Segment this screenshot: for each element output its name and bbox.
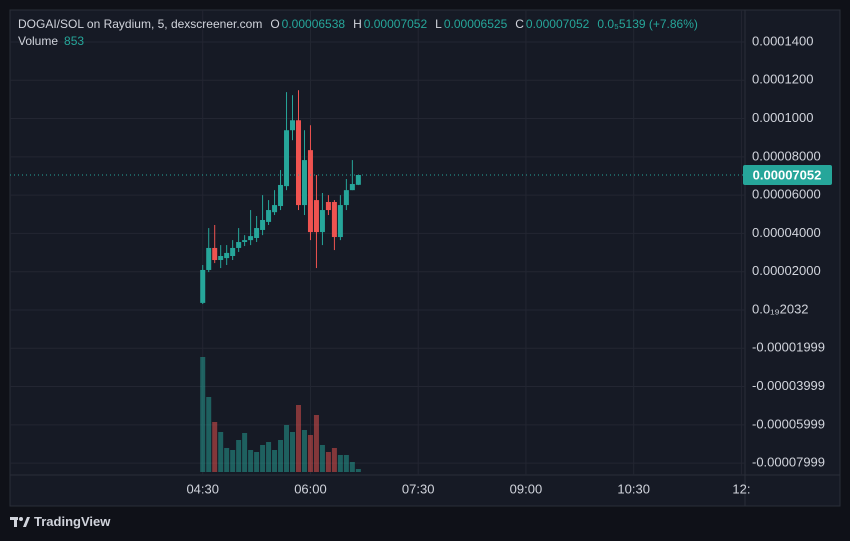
symbol-title: DOGAI/SOL on Raydium, 5, dexscreener.com — [18, 17, 263, 31]
candle-body — [266, 210, 272, 222]
candle-body — [260, 220, 266, 230]
candle-body — [349, 184, 355, 191]
ohlc-value: 0.00007052 — [363, 17, 428, 31]
x-tick-label: 12: — [732, 481, 750, 496]
candle-body — [284, 130, 290, 187]
candle-body — [212, 247, 218, 261]
volume-bar — [236, 439, 242, 472]
ohlc-value: 0.00006525 — [443, 17, 508, 31]
candle-body — [331, 202, 337, 238]
volume-bar — [206, 397, 212, 472]
volume-bar — [295, 404, 301, 472]
legend-row: DOGAI/SOL on Raydium, 5, dexscreener.com… — [18, 16, 706, 33]
ohlc-key: H — [353, 17, 362, 31]
candle-body — [295, 120, 301, 206]
change: 0.0₅5139 (+7.86%) — [597, 17, 698, 31]
legend: DOGAI/SOL on Raydium, 5, dexscreener.com… — [18, 16, 706, 50]
volume-bar — [290, 432, 296, 472]
candles — [200, 90, 361, 305]
volume-bar — [278, 439, 284, 472]
candle-body — [313, 200, 319, 233]
volume-bar — [266, 442, 272, 472]
volume-bar — [325, 452, 331, 472]
chart-frame — [9, 9, 841, 507]
y-tick-label: 0.00004000 — [752, 225, 821, 240]
y-tick-label: 0.0001200 — [752, 72, 813, 87]
candle-body — [337, 205, 343, 238]
ohlc-value: 0.00006538 — [281, 17, 346, 31]
volume-bar — [343, 454, 349, 472]
candle-body — [230, 247, 236, 256]
tv-logo — [10, 516, 30, 527]
x-tick-label: 09:00 — [510, 481, 543, 496]
candle-body — [248, 236, 254, 241]
volume-title: Volume — [18, 34, 59, 48]
y-tick-label: 0.00006000 — [752, 187, 821, 202]
volume-bar — [254, 452, 260, 472]
candle-body — [254, 228, 260, 239]
candle-body — [236, 242, 242, 248]
candle-body — [307, 150, 313, 233]
volume-bar — [260, 444, 266, 472]
ohlc-key: O — [270, 17, 280, 31]
x-tick-label: 04:30 — [186, 481, 219, 496]
volume-pane — [200, 357, 361, 472]
volume-bar — [331, 447, 337, 472]
ohlc-key: L — [435, 17, 442, 31]
candle-body — [355, 174, 361, 185]
last-price-label: 0.00007052 — [753, 167, 822, 182]
candle-body — [278, 184, 284, 207]
y-tick-label: -0.00003999 — [752, 378, 825, 393]
candle-body — [319, 210, 325, 233]
y-tick-label: 0.00002000 — [752, 263, 821, 278]
last-price-box — [743, 164, 832, 185]
candle-body — [325, 202, 331, 211]
volume-bar — [224, 447, 230, 472]
candle-body — [224, 252, 230, 259]
volume-bar — [212, 422, 218, 472]
candle-body — [200, 269, 206, 303]
candle-body — [343, 190, 349, 206]
volume-bar — [272, 449, 278, 472]
candle-body — [206, 247, 212, 270]
grid — [10, 10, 745, 475]
volume-bar — [313, 414, 319, 472]
candle-body — [242, 240, 248, 243]
volume-bar — [218, 432, 224, 472]
volume-bar — [230, 449, 236, 472]
candle-body — [290, 120, 296, 131]
y-tick-label: -0.00007999 — [752, 455, 825, 470]
volume-bar — [319, 444, 325, 472]
volume-value: 853 — [64, 34, 85, 48]
footer: TradingView — [10, 514, 110, 529]
volume-bar — [307, 434, 313, 472]
y-tick-label: 0.0001400 — [752, 33, 813, 48]
volume-bar — [355, 468, 361, 472]
candle-body — [301, 160, 307, 206]
candle-body — [272, 205, 278, 213]
y-tick-label: 0.0₁₉2032 — [752, 301, 809, 316]
volume-bar — [200, 357, 206, 472]
x-tick-label: 07:30 — [402, 481, 435, 496]
ohlc-key: C — [515, 17, 524, 31]
candle-body — [218, 255, 224, 261]
axes: 0.0001400 0.0001200 0.0001000 0.00008000 0.0… — [10, 33, 832, 496]
y-tick-label: -0.00005999 — [752, 416, 825, 431]
legend-row: Volume 853 — [18, 33, 706, 50]
ohlc-value: 0.00007052 — [525, 17, 590, 31]
volume-bar — [337, 454, 343, 472]
x-tick-label: 06:00 — [294, 481, 327, 496]
volume-bar — [349, 462, 355, 472]
attribution: TradingView — [34, 514, 111, 529]
volume-bar — [248, 449, 254, 472]
volume-bar — [301, 429, 307, 472]
y-tick-label: 0.00008000 — [752, 148, 821, 163]
x-tick-label: 10:30 — [617, 481, 650, 496]
y-tick-label: 0.0001000 — [752, 110, 813, 125]
y-tick-label: -0.00001999 — [752, 340, 825, 355]
volume-bar — [242, 432, 248, 472]
volume-bar — [284, 424, 290, 472]
